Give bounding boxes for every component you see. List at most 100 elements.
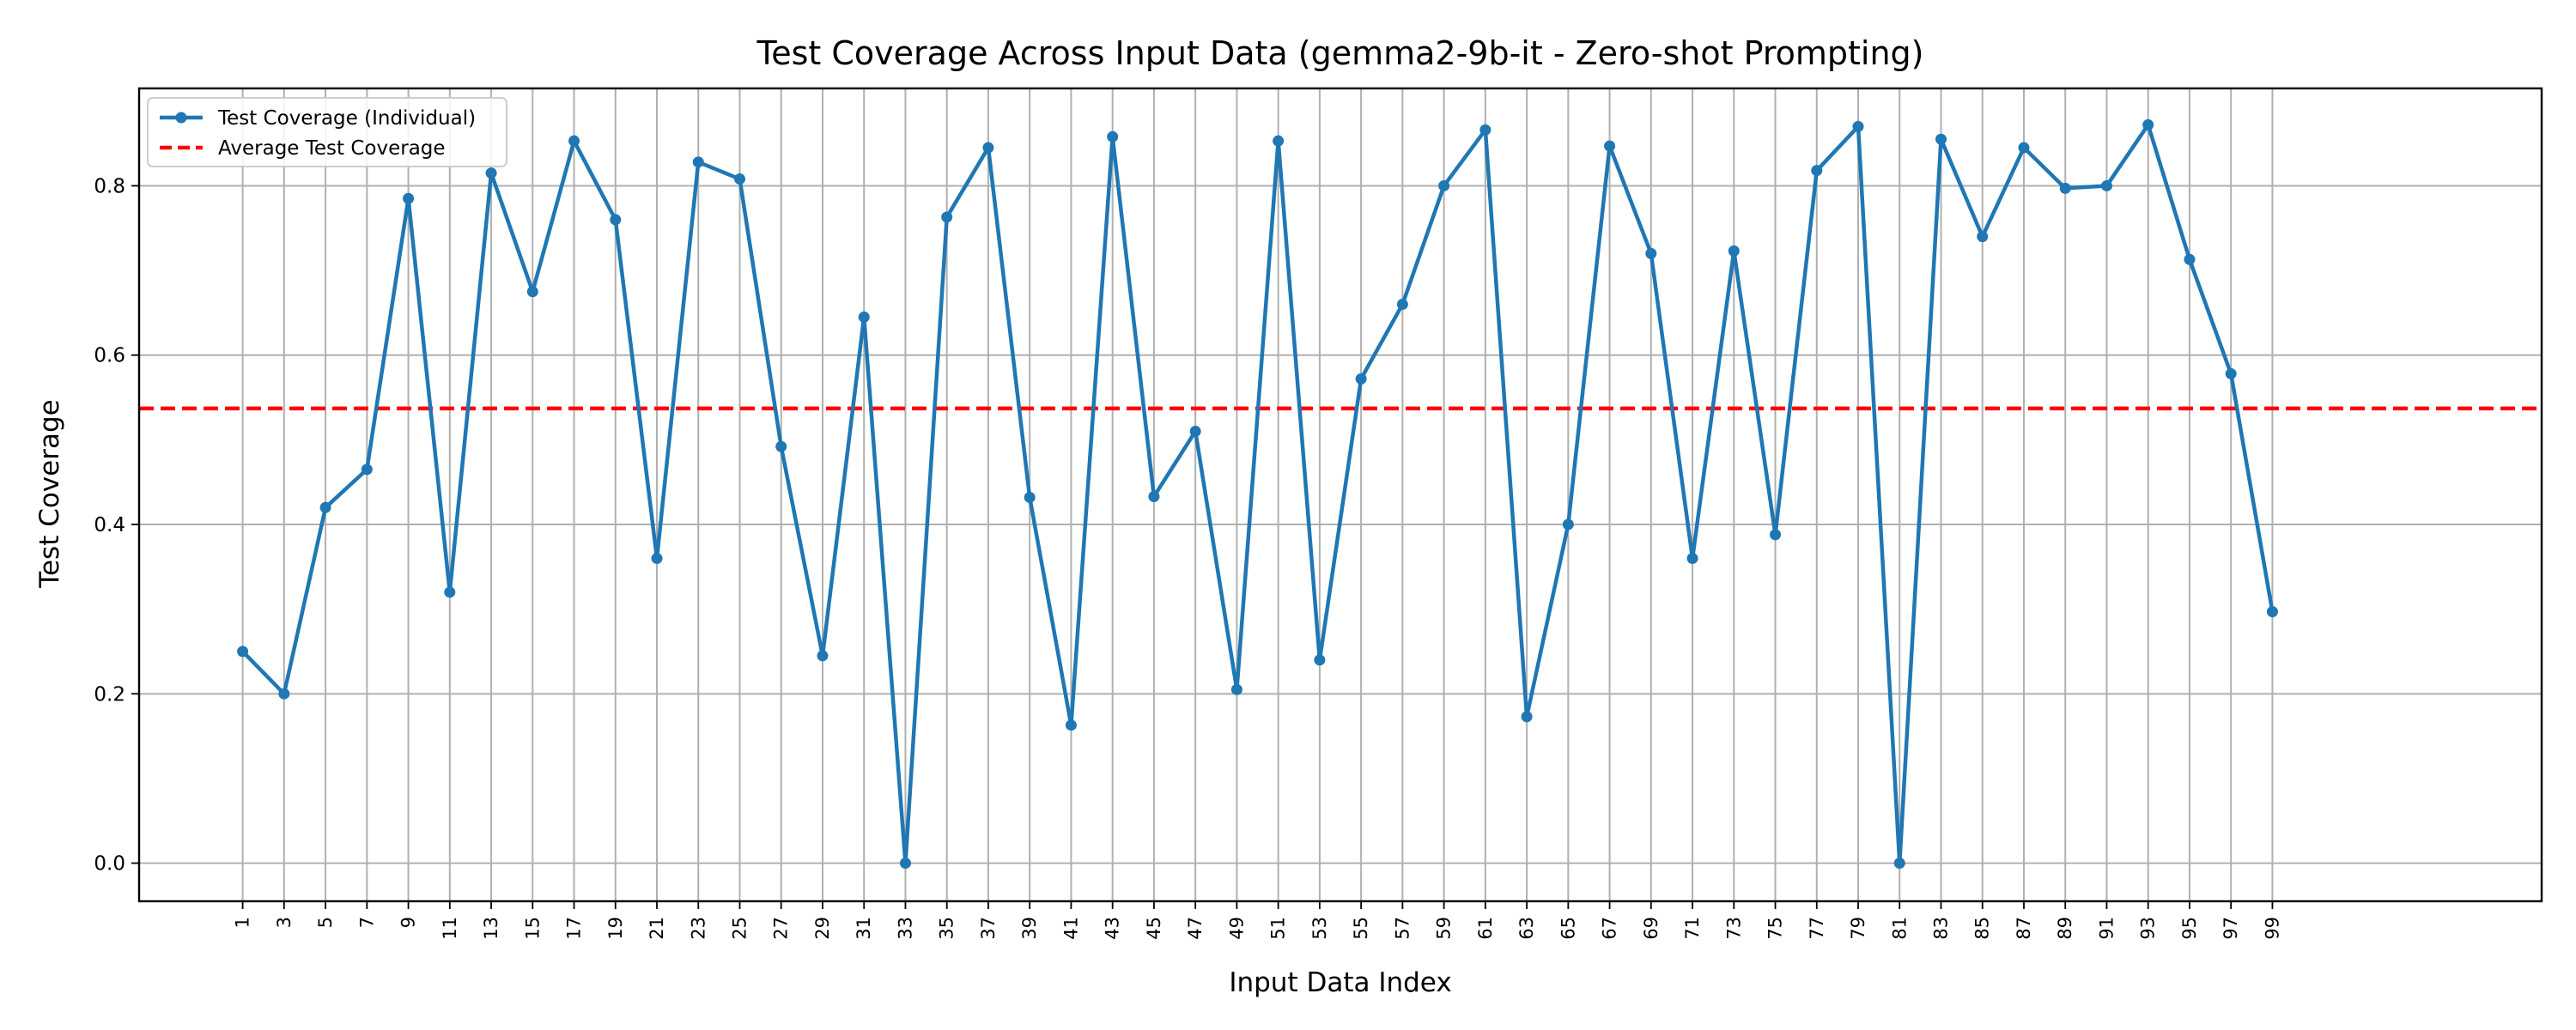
data-point: [1728, 245, 1740, 257]
data-point: [1230, 683, 1242, 695]
data-point: [319, 501, 331, 513]
data-point: [610, 214, 622, 226]
data-point: [1273, 135, 1285, 147]
data-point: [2018, 142, 2030, 154]
data-point: [941, 211, 953, 223]
data-point: [775, 440, 787, 452]
data-point: [2266, 606, 2278, 618]
plot-frame: [137, 87, 2543, 903]
data-point: [1562, 518, 1574, 530]
x-tick-label: 59: [1434, 917, 1455, 940]
y-tick-label: 0.0: [94, 853, 125, 876]
legend: Test Coverage (Individual) Average Test …: [147, 97, 507, 167]
data-point: [817, 650, 829, 662]
x-tick-label: 93: [2138, 917, 2159, 940]
x-tick-label: 97: [2221, 917, 2241, 940]
x-tick-label: 19: [605, 917, 626, 940]
data-point: [1521, 711, 1533, 723]
x-tick-label: 27: [771, 917, 792, 940]
data-point: [1686, 552, 1698, 564]
x-tick-label: 53: [1309, 917, 1330, 940]
x-tick-label: 87: [2014, 917, 2034, 940]
data-point: [1148, 490, 1160, 502]
legend-series-marker: [175, 112, 187, 124]
legend-box: [147, 97, 507, 167]
x-tick-label: 91: [2096, 917, 2117, 940]
x-tick-label: 99: [2262, 917, 2282, 940]
x-tick-label: 45: [1144, 917, 1164, 940]
x-tick-label: 43: [1103, 917, 1123, 940]
x-tick-label: 7: [356, 917, 377, 928]
data-point: [899, 857, 911, 869]
data-point: [1355, 373, 1367, 385]
data-point: [361, 464, 373, 476]
x-tick-label: 41: [1060, 917, 1081, 940]
legend-entry-average: Average Test Coverage: [218, 137, 446, 160]
x-tick-label: 31: [854, 917, 874, 940]
data-point: [1604, 140, 1616, 152]
x-tick-label: 25: [730, 917, 750, 940]
data-point: [1024, 491, 1036, 503]
data-point: [2225, 367, 2237, 379]
data-point: [403, 192, 415, 204]
x-tick-label: 11: [440, 917, 460, 940]
data-point: [278, 688, 290, 700]
x-tick-label: 89: [2055, 917, 2075, 940]
x-tick-label: 49: [1226, 917, 1247, 940]
x-tick-label: 13: [481, 917, 501, 940]
x-tick-label: 5: [315, 917, 336, 928]
x-tick-label: 37: [978, 917, 999, 940]
x-tick-label: 73: [1723, 917, 1744, 940]
legend-entry-series: Test Coverage (Individual): [217, 107, 476, 130]
x-tick-label: 85: [1972, 917, 1993, 940]
x-tick-label: 47: [1185, 917, 1206, 940]
x-tick-label: 69: [1641, 917, 1662, 940]
x-tick-label: 77: [1807, 917, 1827, 940]
data-point: [2059, 182, 2071, 194]
data-point: [237, 645, 249, 657]
data-points: [237, 118, 2278, 869]
x-tick-label: 23: [688, 917, 708, 940]
data-point: [1189, 426, 1201, 438]
x-tick-label: 39: [1019, 917, 1040, 940]
data-point: [1107, 130, 1119, 142]
x-tick-label: 81: [1889, 917, 1910, 940]
data-point: [1811, 165, 1823, 177]
y-tick-label: 0.8: [94, 175, 125, 197]
data-point: [651, 552, 663, 564]
data-point: [1479, 124, 1492, 136]
data-point: [1977, 231, 1989, 243]
data-point: [692, 156, 704, 168]
data-point: [1770, 529, 1782, 541]
data-point: [734, 173, 745, 185]
data-point: [1314, 654, 1326, 666]
x-tick-label: 61: [1475, 917, 1496, 940]
y-tick-label: 0.6: [94, 345, 125, 367]
x-tick-label: 83: [1931, 917, 1952, 940]
grid: [139, 88, 2542, 901]
x-tick-label: 35: [937, 917, 957, 940]
data-point: [485, 167, 497, 179]
x-tick-label: 65: [1558, 917, 1578, 940]
x-tick-label: 17: [564, 917, 585, 940]
axis-ticks: 1 3 5 7 9 11 13 15 17 19 21 23 25 27 29 31 33 35 37 39 41 43 4…: [94, 175, 2282, 939]
x-tick-label: 15: [522, 917, 543, 940]
data-point: [1065, 719, 1077, 731]
x-tick-label: 75: [1765, 917, 1786, 940]
data-point: [526, 286, 538, 298]
x-tick-label: 95: [2179, 917, 2200, 940]
y-tick-label: 0.4: [94, 514, 125, 536]
data-point: [568, 135, 580, 147]
x-tick-label: 71: [1682, 917, 1703, 940]
data-point: [444, 586, 456, 598]
data-point: [858, 311, 870, 323]
x-tick-label: 3: [274, 917, 295, 928]
x-tick-label: 67: [1600, 917, 1620, 940]
data-point: [2184, 253, 2196, 265]
x-tick-label: 33: [895, 917, 915, 940]
data-point: [1396, 299, 1408, 311]
data-point: [1893, 857, 1905, 869]
x-axis-label: Input Data Index: [1229, 967, 1451, 998]
